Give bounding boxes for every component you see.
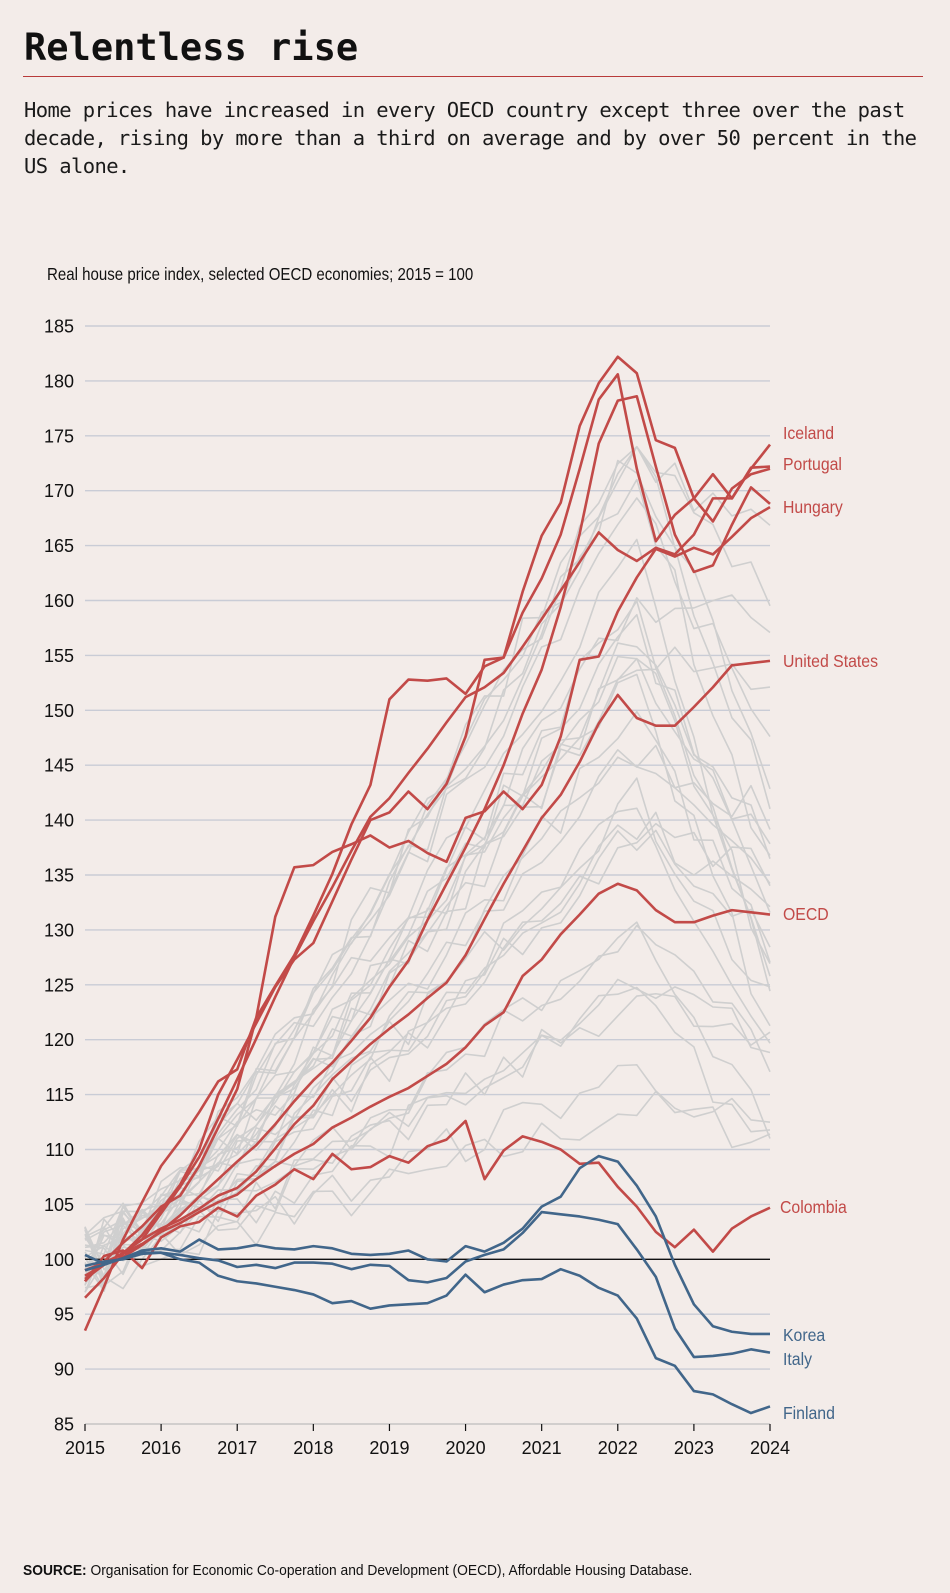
x-tick-label: 2024 <box>750 1438 790 1458</box>
y-tick-label: 150 <box>44 701 74 721</box>
context-line <box>84 744 771 1278</box>
context-line <box>84 497 771 1277</box>
source-text: Organisation for Economic Co-operation a… <box>86 1562 693 1579</box>
x-tick-label: 2022 <box>598 1438 638 1458</box>
y-tick-label: 135 <box>44 866 74 886</box>
context-line <box>84 594 771 1255</box>
context-line <box>84 756 771 1293</box>
series-label-finland: Finland <box>783 1403 835 1423</box>
series-line-finland <box>84 1251 771 1415</box>
source-note: SOURCE: Organisation for Economic Co-ope… <box>23 1562 692 1579</box>
y-tick-label: 85 <box>54 1415 74 1435</box>
x-tick-label: 2019 <box>369 1438 409 1458</box>
context-line <box>84 710 771 1264</box>
series-label-colombia: Colombia <box>780 1197 847 1217</box>
y-tick-label: 115 <box>45 1085 74 1105</box>
x-tick-label: 2018 <box>293 1438 333 1458</box>
x-tick-label: 2021 <box>522 1438 562 1458</box>
y-tick-label: 110 <box>45 1140 74 1160</box>
x-axis: 2015 2016 2017 2018 2019 2020 2021 2022 2023 2024 <box>65 1423 790 1458</box>
gridlines <box>85 325 770 1370</box>
chart-title: Real house price index, selected OECD ec… <box>47 264 474 284</box>
series-line-colombia <box>83 1119 771 1283</box>
series-line-korea <box>84 1154 770 1336</box>
y-tick-label: 105 <box>44 1195 74 1215</box>
x-tick-label: 2023 <box>674 1438 714 1458</box>
series-line-oecd <box>84 882 771 1272</box>
series-line-other-rising-nz-like <box>84 506 771 1283</box>
series-label-korea: Korea <box>783 1325 826 1345</box>
series-line-other-rising-canada-like <box>83 355 771 1332</box>
context-line <box>84 478 771 1249</box>
series-label-iceland: Iceland <box>783 423 834 443</box>
series-line-portugal <box>84 394 771 1272</box>
y-tick-label: 100 <box>44 1250 74 1270</box>
chart-headline: Relentless rise <box>24 26 359 69</box>
context-line <box>84 445 771 1289</box>
source-label: SOURCE: <box>23 1562 87 1579</box>
series-label-oecd: OECD <box>783 904 829 924</box>
x-tick-label: 2016 <box>141 1438 181 1458</box>
series-line-italy <box>84 1210 771 1359</box>
y-tick-label: 175 <box>44 426 74 446</box>
context-line <box>84 1064 771 1286</box>
series-line-united-states <box>84 659 771 1277</box>
series-label-italy: Italy <box>783 1349 813 1369</box>
context-line <box>84 986 771 1293</box>
x-tick-label: 2015 <box>65 1438 105 1458</box>
series-line-hungary <box>84 373 771 1299</box>
context-line <box>84 538 771 1238</box>
context-line <box>84 924 771 1262</box>
headline-divider <box>23 76 923 77</box>
series-label-hungary: Hungary <box>783 497 843 517</box>
context-line <box>84 657 771 1239</box>
y-tick-label: 90 <box>54 1360 74 1380</box>
y-tick-label: 170 <box>44 481 74 501</box>
context-line <box>84 600 771 1287</box>
x-tick-label: 2020 <box>446 1438 486 1458</box>
x-tick-label: 2017 <box>217 1438 257 1458</box>
series-label-united-states: United States <box>783 651 878 671</box>
y-tick-label: 95 <box>54 1305 74 1325</box>
series-labels: Iceland Portugal Hungary United States OECD C… <box>780 423 878 1423</box>
y-tick-label: 185 <box>44 317 74 337</box>
y-tick-label: 155 <box>44 646 74 666</box>
y-tick-label: 145 <box>44 756 74 776</box>
context-lines <box>84 445 771 1293</box>
y-tick-label: 160 <box>44 591 74 611</box>
y-tick-label: 125 <box>44 975 74 995</box>
y-tick-label: 165 <box>44 536 74 556</box>
y-tick-label: 180 <box>44 371 74 391</box>
y-tick-label: 140 <box>44 811 74 831</box>
y-tick-label: 120 <box>44 1030 74 1050</box>
y-tick-label: 130 <box>44 920 74 940</box>
chart-subtitle: Home prices have increased in every OECD… <box>24 98 917 178</box>
series-label-portugal: Portugal <box>783 454 842 474</box>
y-axis-tick-labels: 185 180 175 170 165 160 155 150 145 140 135 130 125 1… <box>44 317 74 1435</box>
highlighted-lines <box>83 355 772 1415</box>
